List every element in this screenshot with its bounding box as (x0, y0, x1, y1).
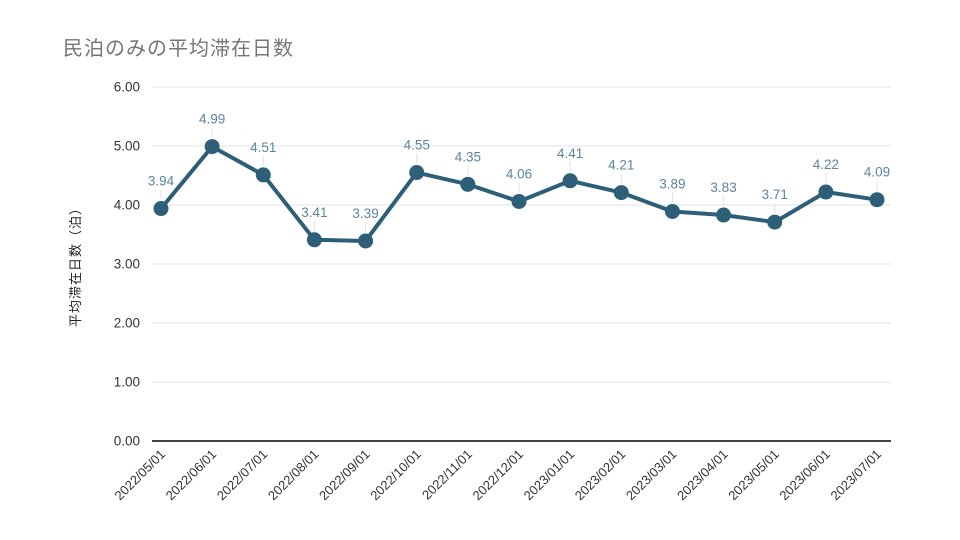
data-point (613, 185, 629, 201)
x-tick-label: 2022/10/01 (367, 447, 424, 504)
data-label: 4.99 (199, 112, 225, 127)
y-tick-label: 4.00 (114, 198, 140, 213)
data-label: 4.51 (250, 140, 276, 155)
data-label: 3.89 (659, 176, 685, 191)
y-tick-label: 3.00 (114, 257, 140, 272)
data-point (664, 203, 680, 219)
x-tick-label: 2023/03/01 (623, 447, 680, 504)
x-tick-label: 2023/02/01 (572, 447, 629, 504)
data-point (460, 176, 476, 192)
data-label: 4.09 (864, 165, 890, 180)
data-point (306, 232, 322, 248)
y-tick-label: 1.00 (114, 375, 140, 390)
x-tick-label: 2022/09/01 (316, 447, 373, 504)
y-tick-label: 5.00 (114, 139, 140, 154)
chart-title: 民泊のみの平均滞在日数 (63, 38, 294, 60)
data-label: 3.83 (710, 180, 736, 195)
data-label: 4.55 (404, 138, 430, 153)
data-label: 4.06 (506, 166, 532, 181)
x-tick-label: 2022/08/01 (265, 447, 322, 504)
x-tick-label: 2023/05/01 (725, 447, 782, 504)
x-tick-label: 2022/05/01 (111, 447, 168, 504)
data-point (409, 165, 425, 181)
data-label: 4.21 (608, 158, 634, 173)
data-point (358, 233, 374, 249)
data-label: 3.71 (762, 187, 788, 202)
data-point (153, 201, 169, 217)
data-point (255, 167, 271, 183)
y-tick-label: 6.00 (114, 80, 140, 95)
data-label: 4.35 (455, 149, 481, 164)
data-point (716, 207, 732, 223)
y-tick-label: 2.00 (114, 316, 140, 331)
data-point (818, 184, 834, 200)
data-label: 4.22 (813, 157, 839, 172)
data-label: 4.41 (557, 146, 583, 161)
y-axis-title: 平均滞在日数（泊） (68, 201, 83, 327)
data-point (204, 139, 220, 155)
data-point (562, 173, 578, 189)
x-tick-label: 2023/07/01 (827, 447, 884, 504)
data-label: 3.39 (352, 206, 378, 221)
x-tick-label: 2022/11/01 (419, 447, 475, 503)
data-point (511, 193, 527, 209)
data-label: 3.94 (148, 174, 175, 189)
x-tick-label: 2022/12/01 (469, 447, 526, 504)
data-label: 3.41 (301, 205, 327, 220)
data-point (767, 214, 783, 230)
x-tick-label: 2022/06/01 (163, 447, 220, 504)
x-tick-label: 2023/01/01 (521, 447, 578, 504)
x-tick-label: 2023/06/01 (776, 447, 833, 504)
data-point (869, 192, 885, 208)
x-tick-label: 2022/07/01 (214, 447, 271, 504)
x-tick-label: 2023/04/01 (674, 447, 731, 504)
y-tick-label: 0.00 (114, 434, 140, 449)
